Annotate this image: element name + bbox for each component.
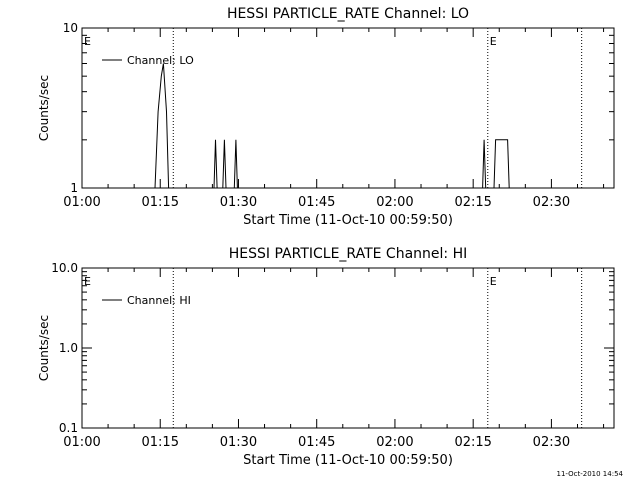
- x-tick-label: 01:30: [220, 435, 257, 450]
- panel-hi: HESSI PARTICLE_RATE Channel: HI Start Tim…: [37, 246, 615, 468]
- event-mark: E: [84, 35, 91, 48]
- x-tick-label: 02:15: [454, 435, 491, 450]
- y-tick-label: 10: [63, 21, 78, 35]
- event-mark: E: [490, 35, 497, 48]
- x-tick-label: 02:15: [454, 195, 491, 210]
- y-axis-label: Counts/sec: [37, 75, 51, 141]
- y-tick-label: 1: [70, 181, 78, 195]
- event-mark: E: [84, 275, 91, 288]
- y-axis-label: Counts/sec: [37, 315, 51, 381]
- chart-title: HESSI PARTICLE_RATE Channel: HI: [229, 246, 467, 262]
- x-tick-label: 01:15: [142, 195, 179, 210]
- x-axis-label: Start Time (11-Oct-10 00:59:50): [243, 213, 453, 228]
- event-mark: E: [490, 275, 497, 288]
- y-tick-label: 10.0: [51, 261, 78, 275]
- footer-timestamp: 11-Oct-2010 14:54: [557, 470, 624, 478]
- x-tick-label: 02:00: [376, 195, 413, 210]
- x-tick-label: 01:30: [220, 195, 257, 210]
- series-line: [82, 63, 614, 189]
- y-tick-label: 0.1: [59, 421, 78, 435]
- x-tick-label: 01:45: [298, 195, 335, 210]
- x-tick-label: 02:30: [533, 435, 570, 450]
- panel-lo: HESSI PARTICLE_RATE Channel: LO Start Tim…: [37, 6, 615, 228]
- x-tick-label: 01:15: [142, 435, 179, 450]
- x-axis-label: Start Time (11-Oct-10 00:59:50): [243, 453, 453, 468]
- x-tick-label: 02:30: [533, 195, 570, 210]
- plot-frame: [81, 27, 615, 189]
- x-tick-label: 01:00: [63, 435, 100, 450]
- chart-title: HESSI PARTICLE_RATE Channel: LO: [227, 6, 469, 22]
- x-tick-label: 01:45: [298, 435, 335, 450]
- y-tick-label: 1.0: [59, 341, 78, 355]
- x-tick-label: 02:00: [376, 435, 413, 450]
- legend-label: Channel: HI: [127, 294, 191, 307]
- x-tick-label: 01:00: [63, 195, 100, 210]
- plot-frame: [81, 267, 615, 429]
- legend-label: Channel: LO: [127, 54, 194, 67]
